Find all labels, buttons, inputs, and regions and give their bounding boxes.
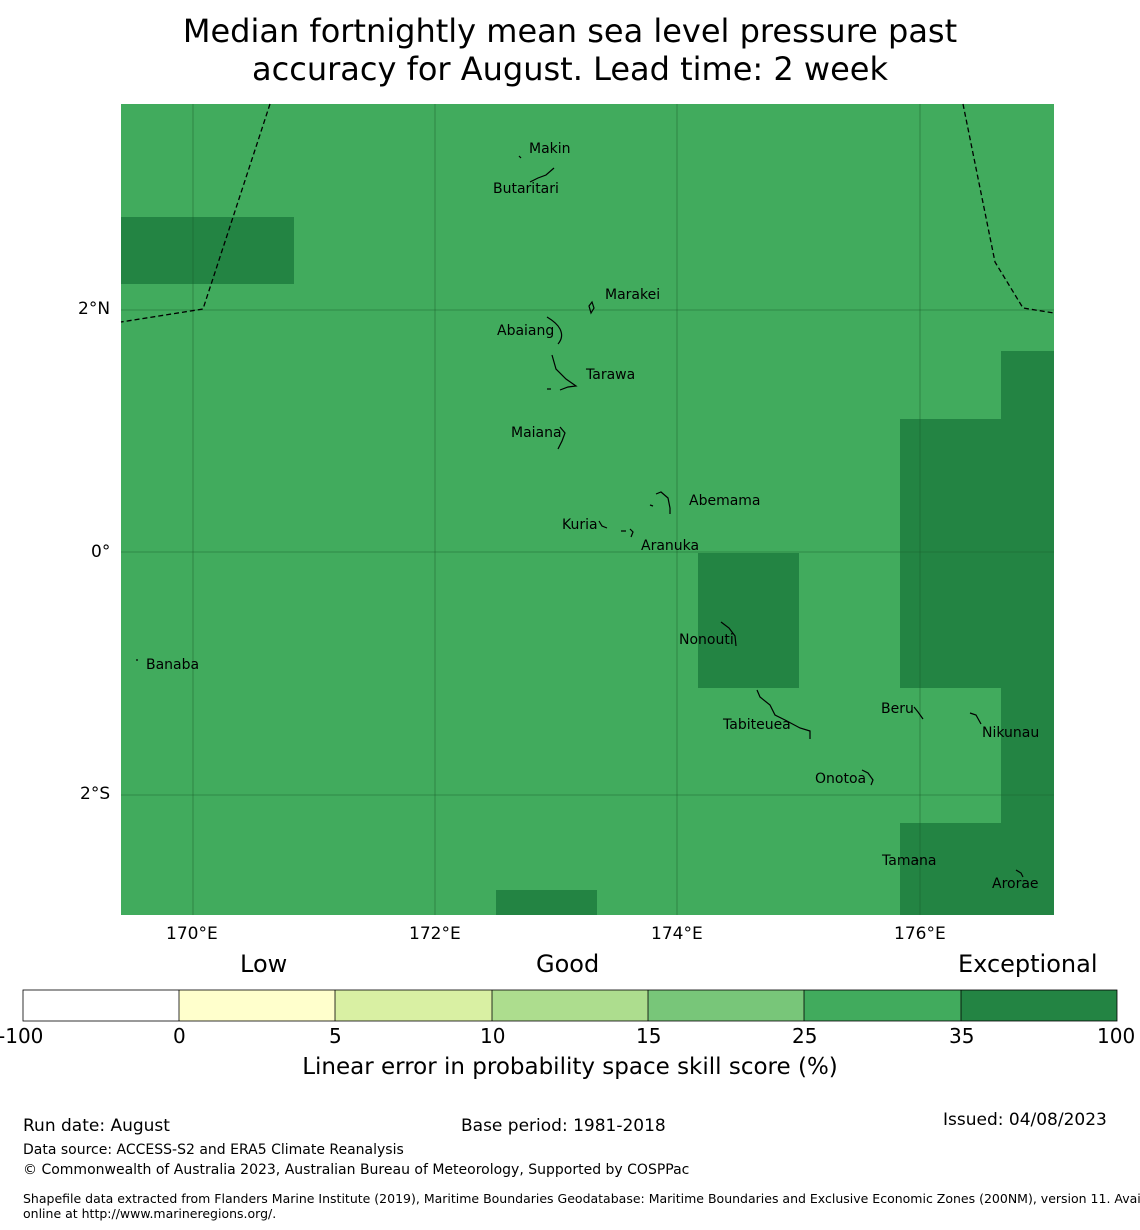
colorbar-tick: 10 xyxy=(480,1024,506,1048)
colorbar-segment-3 xyxy=(335,990,492,1021)
island-label-banaba: Banaba xyxy=(146,657,200,673)
category-label-good: Good xyxy=(536,950,600,978)
chart-title-line1: Median fortnightly mean sea level pressu… xyxy=(182,12,958,50)
colorbar-segment-2 xyxy=(179,990,335,1021)
issued-date: Issued: 04/08/2023 xyxy=(943,1110,1107,1130)
lat-label-2n: 2°N xyxy=(78,299,111,319)
eez-boundary xyxy=(120,103,1055,323)
colorbar-segment-5 xyxy=(648,990,804,1021)
colorbar-tick: 5 xyxy=(329,1024,342,1048)
island-label-maiana: Maiana xyxy=(511,425,562,441)
run-date: Run date: August xyxy=(23,1116,170,1136)
island-label-beru: Beru xyxy=(881,701,914,717)
colorbar xyxy=(22,989,1118,1022)
colorbar-tick: 15 xyxy=(636,1024,662,1048)
island-label-makin: Makin xyxy=(529,141,571,157)
colorbar-tick: 35 xyxy=(949,1024,975,1048)
island-label-tabiteuea: Tabiteuea xyxy=(723,717,791,733)
colorbar-segment-1 xyxy=(23,990,179,1021)
colorbar-tick: 100 xyxy=(1097,1024,1136,1048)
exceptional-cell xyxy=(1001,688,1054,823)
colorbar-segment-6 xyxy=(804,990,961,1021)
island-label-arorae: Arorae xyxy=(992,876,1039,892)
lon-label-170e: 170°E xyxy=(166,924,218,944)
colorbar-frame xyxy=(22,989,1118,1022)
lat-label-0: 0° xyxy=(91,542,111,562)
exceptional-cell xyxy=(900,823,1054,915)
lon-label-176e: 176°E xyxy=(894,924,946,944)
island-label-onotoa: Onotoa xyxy=(815,771,867,787)
exceptional-cell xyxy=(1001,351,1054,419)
category-label-exceptional: Exceptional xyxy=(958,950,1098,978)
data-source: Data source: ACCESS-S2 and ERA5 Climate … xyxy=(23,1142,404,1158)
gridlines xyxy=(121,104,1054,915)
island-label-butaritari: Butaritari xyxy=(493,181,559,197)
lat-label-2s: 2°S xyxy=(80,784,111,804)
colorbar-segment-4 xyxy=(492,990,648,1021)
exceptional-cell xyxy=(698,553,799,688)
island-label-nikunau: Nikunau xyxy=(982,725,1040,741)
colorbar-segment-7 xyxy=(961,990,1117,1021)
copyright: © Commonwealth of Australia 2023, Austra… xyxy=(23,1162,690,1178)
island-label-abaiang: Abaiang xyxy=(497,323,555,339)
exceptional-cell xyxy=(900,419,1054,688)
chart-title-line2: accuracy for August. Lead time: 2 week xyxy=(252,50,888,88)
island-label-tarawa: Tarawa xyxy=(586,367,636,383)
island-label-marakei: Marakei xyxy=(605,287,661,303)
island-outlines xyxy=(136,155,1024,878)
exceptional-cell xyxy=(121,217,294,284)
lon-label-172e: 172°E xyxy=(409,924,461,944)
base-period: Base period: 1981-2018 xyxy=(461,1116,666,1136)
colorbar-tick: -100 xyxy=(0,1024,44,1048)
island-label-abemama: Abemama xyxy=(689,493,761,509)
shapefile-credit-line2: online at http://www.marineregions.org/. xyxy=(23,1206,277,1221)
island-label-nonouti: Nonouti xyxy=(679,632,734,648)
island-label-kuria: Kuria xyxy=(562,517,598,533)
island-label-tamana: Tamana xyxy=(882,853,937,869)
colorbar-tick: 0 xyxy=(173,1024,186,1048)
colorbar-label: Linear error in probability space skill … xyxy=(302,1054,838,1080)
exceptional-cell xyxy=(496,890,597,915)
map-panel xyxy=(120,103,1055,915)
colorbar-tick: 25 xyxy=(792,1024,818,1048)
shapefile-credit-line1: Shapefile data extracted from Flanders M… xyxy=(23,1191,1140,1206)
island-label-aranuka: Aranuka xyxy=(641,538,700,554)
lon-label-174e: 174°E xyxy=(651,924,703,944)
category-label-low: Low xyxy=(240,950,288,978)
